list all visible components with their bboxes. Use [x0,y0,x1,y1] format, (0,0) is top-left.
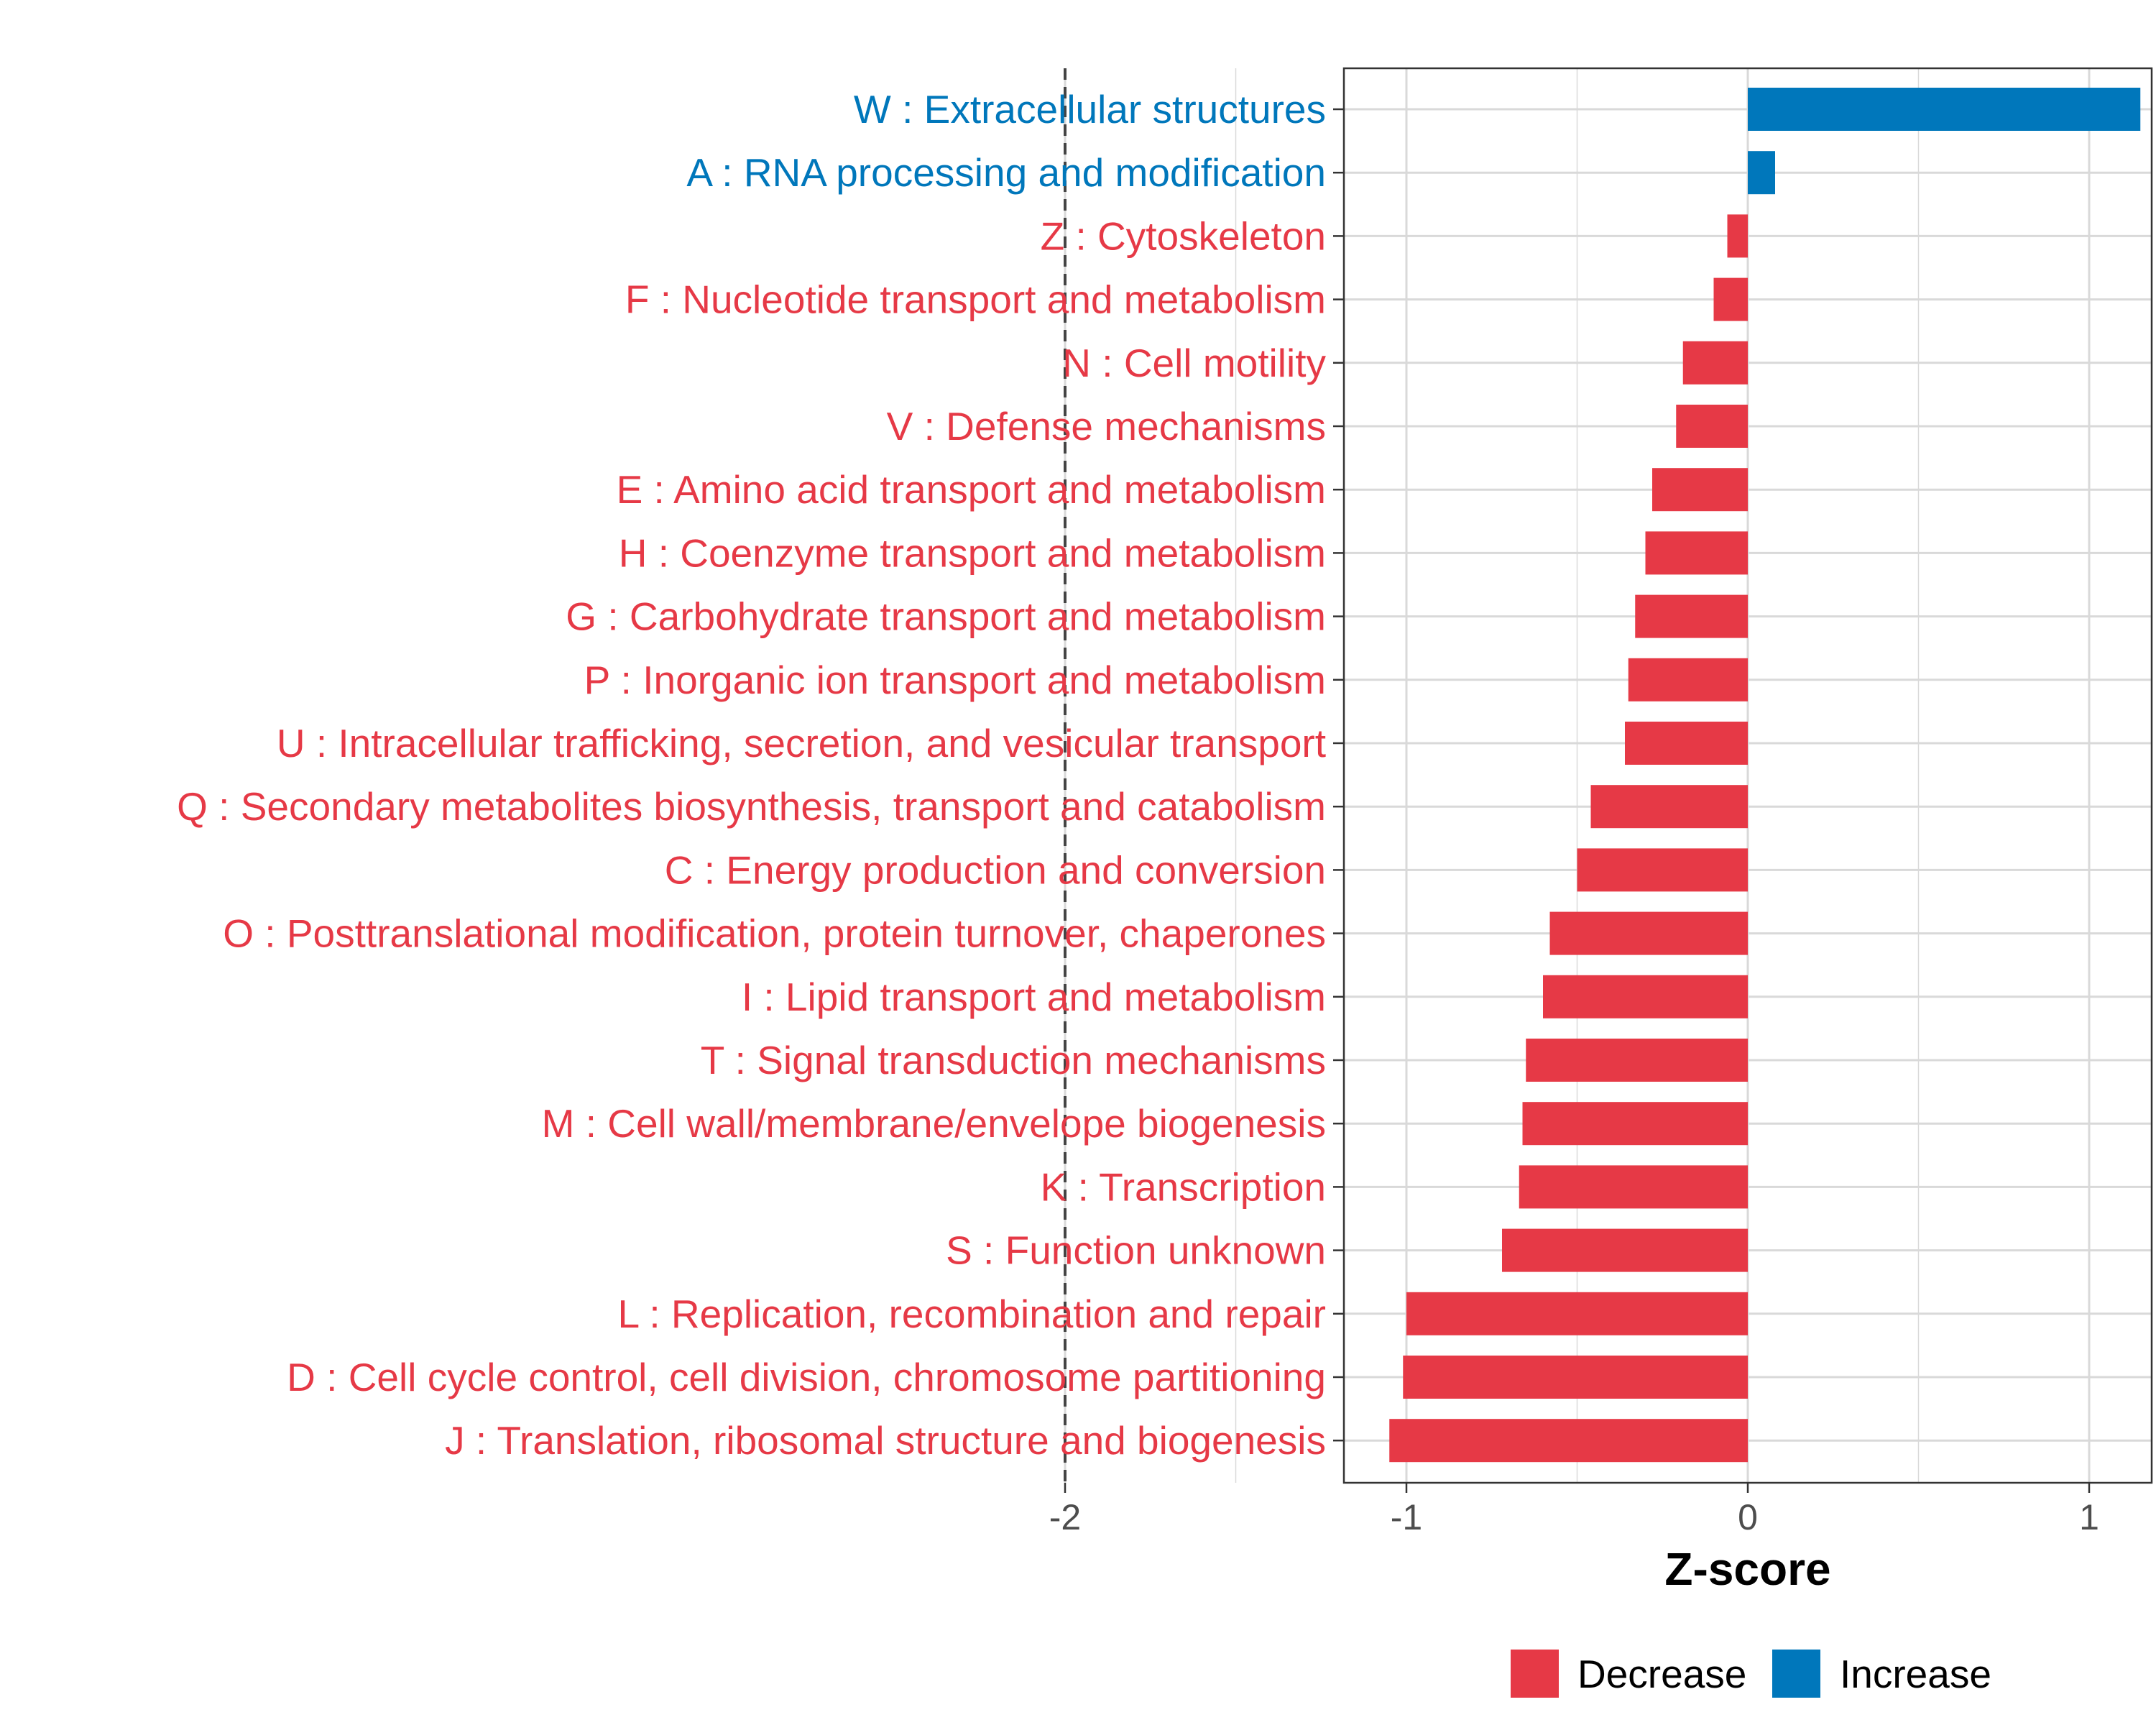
category-label: F : Nucleotide transport and metabolism [625,277,1326,322]
category-label: Z : Cytoskeleton [1041,213,1326,258]
bar-d [1403,1356,1748,1399]
category-label: N : Cell motility [1062,341,1326,385]
bar-e [1652,468,1748,512]
category-labels: W : Extracellular structures A : RNA proc… [177,87,1326,1463]
bar-h [1645,531,1748,575]
category-label: A : RNA processing and modification [686,150,1326,195]
category-label: O : Posttranslational modification, prot… [223,911,1326,956]
legend: Decrease Increase [1511,1650,1991,1698]
legend-swatch-decrease [1511,1650,1559,1698]
category-label: D : Cell cycle control, cell division, c… [287,1355,1326,1399]
x-axis-ticks: -2-1012 [1049,108,2099,1537]
x-tick-label: -2 [1049,1497,1081,1537]
category-label: T : Signal transduction mechanisms [701,1038,1326,1082]
category-label: C : Energy production and conversion [665,847,1326,892]
bar-z [1727,214,1748,258]
bar-l [1406,1292,1748,1335]
category-label: G : Carbohydrate transport and metabolis… [566,594,1326,639]
x-tick-label: -1 [1391,1497,1422,1537]
category-label: U : Intracellular trafficking, secretion… [277,721,1326,765]
category-label: I : Lipid transport and metabolism [742,975,1326,1019]
category-label: L : Replication, recombination and repai… [618,1292,1326,1336]
bar-a [1748,151,1775,195]
x-axis-title: Z-score [1664,1543,1830,1595]
bar-k [1519,1165,1748,1209]
bar-i [1543,975,1748,1018]
x-tick-label: 0 [1738,1497,1758,1537]
bar-p [1628,658,1748,702]
bar-w [1748,88,2141,131]
bar-u [1625,722,1748,765]
x-tick-label: 1 [2079,1497,2099,1537]
bars [1389,88,2141,1463]
bar-c [1577,848,1748,892]
bar-t [1526,1039,1748,1082]
category-label: S : Function unknown [946,1228,1326,1273]
category-label: H : Coenzyme transport and metabolism [619,530,1326,575]
bar-o [1549,911,1748,955]
legend-swatch-increase [1772,1650,1820,1698]
bar-n [1682,341,1748,385]
bar-g [1635,594,1748,638]
bar-v [1676,405,1748,448]
bar-j [1389,1419,1748,1463]
category-label: J : Translation, ribosomal structure and… [445,1418,1326,1463]
bar-f [1713,277,1748,321]
bar-m [1522,1102,1748,1146]
category-label: W : Extracellular structures [854,87,1326,132]
legend-label-decrease: Decrease [1577,1652,1746,1696]
category-label: P : Inorganic ion transport and metaboli… [584,658,1326,702]
category-label: Q : Secondary metabolites biosynthesis, … [177,784,1326,829]
legend-label-increase: Increase [1840,1652,1991,1696]
bar-q [1590,785,1748,829]
category-label: K : Transcription [1041,1164,1326,1209]
bar-s [1502,1228,1748,1272]
category-label: V : Defense mechanisms [887,404,1326,448]
category-label: M : Cell wall/membrane/envelope biogenes… [542,1101,1326,1146]
category-label: E : Amino acid transport and metabolism [617,467,1326,512]
reference-lines [1064,68,1067,1483]
